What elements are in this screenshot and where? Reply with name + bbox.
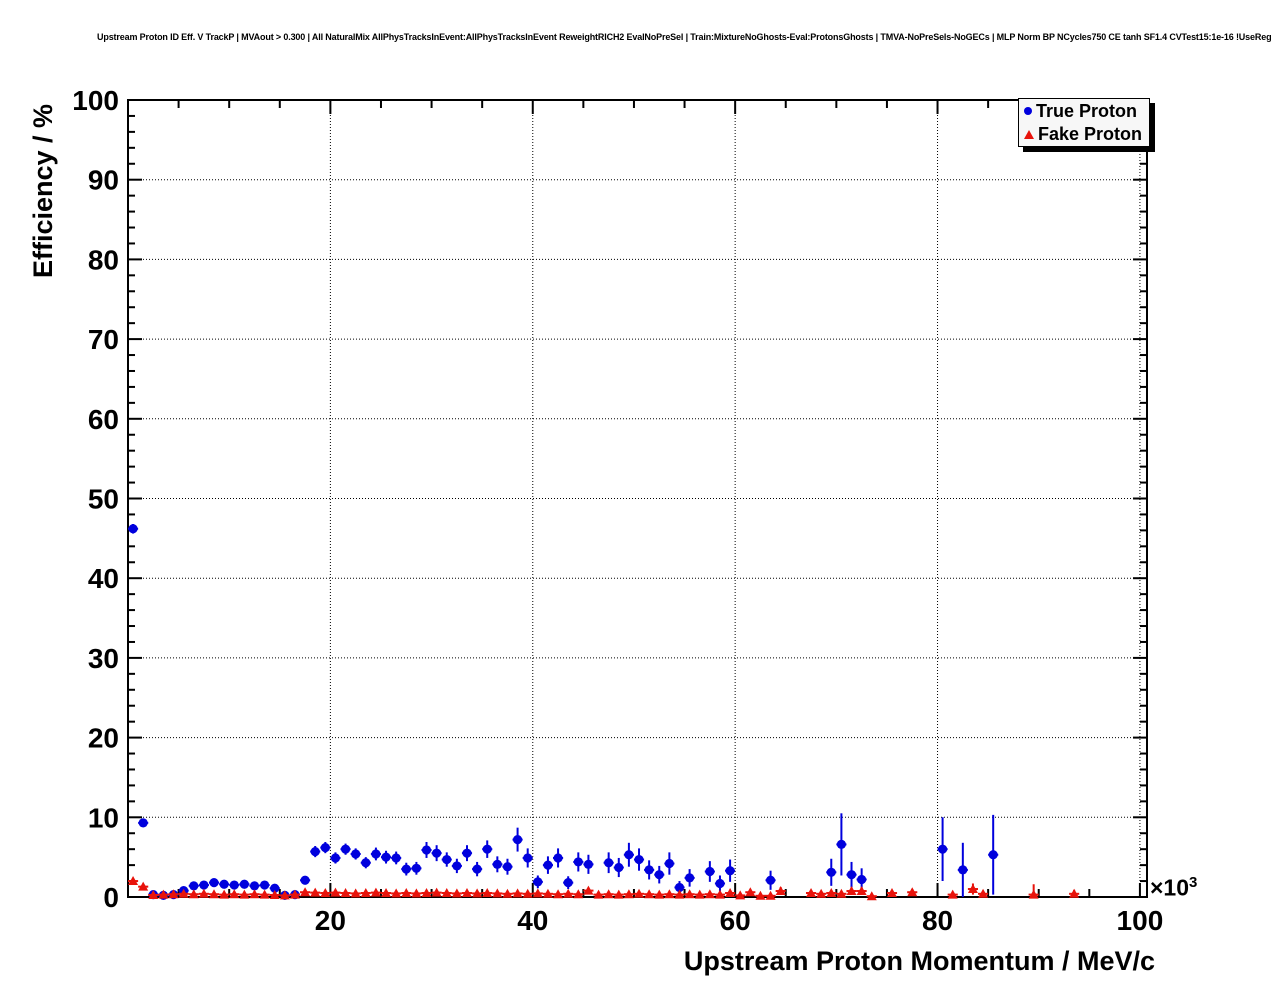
gridlines bbox=[128, 100, 1147, 897]
y-axis-title: Efficiency / % bbox=[28, 103, 58, 278]
multiplier-base: ×10 bbox=[1150, 874, 1190, 901]
legend-entry-true-proton: True Proton bbox=[1019, 100, 1149, 122]
axis-ticks bbox=[127, 99, 1147, 898]
multiplier-exponent: 3 bbox=[1189, 874, 1198, 891]
svg-text:80: 80 bbox=[922, 905, 953, 936]
x-axis-multiplier: ×103 bbox=[1150, 874, 1197, 902]
svg-text:40: 40 bbox=[517, 905, 548, 936]
legend-entry-fake-proton: Fake Proton bbox=[1019, 123, 1149, 145]
plot-title: Upstream Proton ID Eff. V TrackP | MVAou… bbox=[97, 32, 1272, 42]
legend: True Proton Fake Proton bbox=[1018, 98, 1150, 147]
svg-text:80: 80 bbox=[88, 244, 119, 275]
svg-text:20: 20 bbox=[88, 723, 119, 754]
svg-text:30: 30 bbox=[88, 643, 119, 674]
x-axis-title: Upstream Proton Momentum / MeV/c bbox=[683, 946, 1155, 976]
plot-frame bbox=[127, 99, 1148, 898]
circle-marker-icon bbox=[1024, 107, 1032, 115]
svg-text:10: 10 bbox=[88, 802, 119, 833]
series-fake-proton bbox=[128, 876, 1080, 901]
svg-text:70: 70 bbox=[88, 324, 119, 355]
svg-text:90: 90 bbox=[88, 165, 119, 196]
svg-text:50: 50 bbox=[88, 484, 119, 515]
svg-text:100: 100 bbox=[72, 85, 119, 116]
svg-text:100: 100 bbox=[1117, 905, 1164, 936]
x-tick-labels: 20 40 60 80 100 bbox=[315, 905, 1163, 936]
legend-label-fake-proton: Fake Proton bbox=[1038, 124, 1143, 144]
svg-text:60: 60 bbox=[88, 404, 119, 435]
svg-text:60: 60 bbox=[720, 905, 751, 936]
legend-label-true-proton: True Proton bbox=[1036, 101, 1138, 121]
svg-text:20: 20 bbox=[315, 905, 346, 936]
y-tick-labels: 0 10 20 30 40 50 60 70 80 90 100 bbox=[72, 85, 119, 913]
svg-text:40: 40 bbox=[88, 563, 119, 594]
triangle-marker-icon bbox=[1024, 129, 1034, 139]
series-true-proton bbox=[128, 524, 999, 901]
svg-text:0: 0 bbox=[103, 882, 119, 913]
